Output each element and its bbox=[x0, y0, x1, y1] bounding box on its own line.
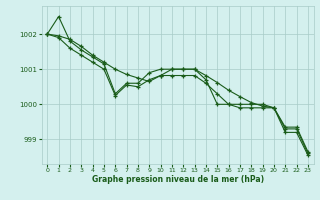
X-axis label: Graphe pression niveau de la mer (hPa): Graphe pression niveau de la mer (hPa) bbox=[92, 175, 264, 184]
